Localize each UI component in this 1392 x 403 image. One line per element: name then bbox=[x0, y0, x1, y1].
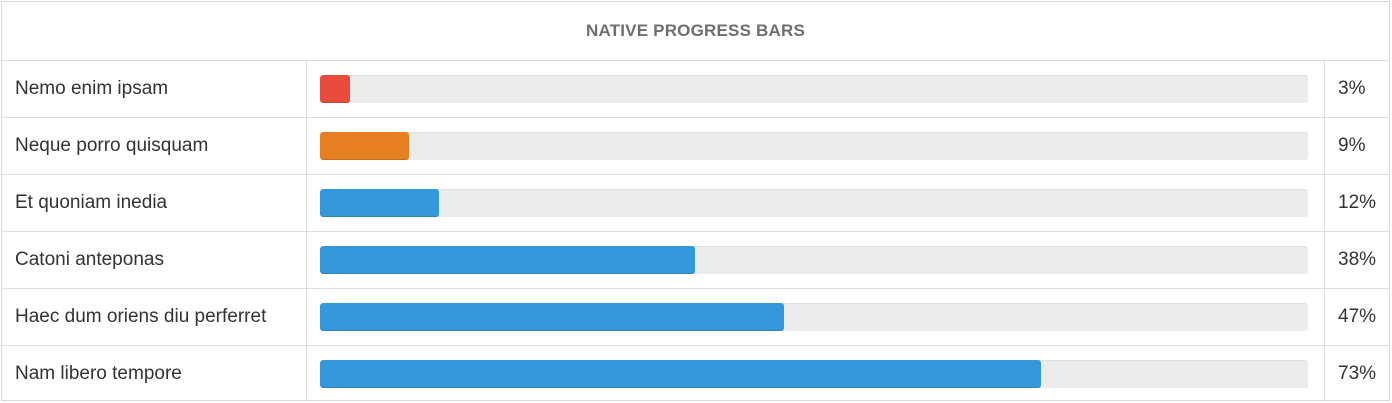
progress-percent: 38% bbox=[1338, 249, 1377, 270]
progress-track bbox=[320, 246, 1308, 274]
progress-label: Haec dum oriens diu perferret bbox=[2, 289, 307, 345]
progress-label: Nam libero tempore bbox=[2, 346, 307, 402]
progress-track bbox=[320, 360, 1308, 388]
progress-track bbox=[320, 132, 1308, 160]
progress-fill bbox=[320, 132, 409, 160]
progress-row: Nam libero tempore 73% bbox=[2, 346, 1389, 402]
progress-row: Et quoniam inedia 12% bbox=[2, 175, 1389, 232]
progress-bar-cell bbox=[307, 175, 1325, 231]
progress-percent: 73% bbox=[1338, 363, 1377, 384]
progress-label: Neque porro quisquam bbox=[2, 118, 307, 174]
progress-bar-cell bbox=[307, 61, 1325, 117]
progress-row: Haec dum oriens diu perferret 47% bbox=[2, 289, 1389, 346]
progress-track bbox=[320, 75, 1308, 103]
panel-title: NATIVE PROGRESS BARS bbox=[585, 21, 806, 40]
progress-percent: 12% bbox=[1338, 192, 1377, 213]
progress-track bbox=[320, 189, 1308, 217]
progress-row: Nemo enim ipsam 3% bbox=[2, 61, 1389, 118]
progress-bar-cell bbox=[307, 346, 1325, 402]
progress-label: Catoni anteponas bbox=[2, 232, 307, 288]
progress-percent: 3% bbox=[1338, 78, 1366, 99]
progress-bar-cell bbox=[307, 232, 1325, 288]
progress-fill bbox=[320, 303, 785, 331]
progress-fill bbox=[320, 360, 1042, 388]
progress-bar-cell bbox=[307, 118, 1325, 174]
progress-label: Nemo enim ipsam bbox=[2, 61, 307, 117]
panel-header: NATIVE PROGRESS BARS bbox=[2, 2, 1389, 61]
progress-row: Neque porro quisquam 9% bbox=[2, 118, 1389, 175]
progress-rows: Nemo enim ipsam 3% Neque porro quisquam … bbox=[2, 61, 1389, 402]
progress-bar-cell bbox=[307, 289, 1325, 345]
progress-percent: 47% bbox=[1338, 306, 1377, 327]
progress-fill bbox=[320, 246, 696, 274]
progress-track bbox=[320, 303, 1308, 331]
progress-fill bbox=[320, 189, 439, 217]
progress-fill bbox=[320, 75, 350, 103]
progress-row: Catoni anteponas 38% bbox=[2, 232, 1389, 289]
progress-label: Et quoniam inedia bbox=[2, 175, 307, 231]
progress-percent: 9% bbox=[1338, 135, 1366, 156]
